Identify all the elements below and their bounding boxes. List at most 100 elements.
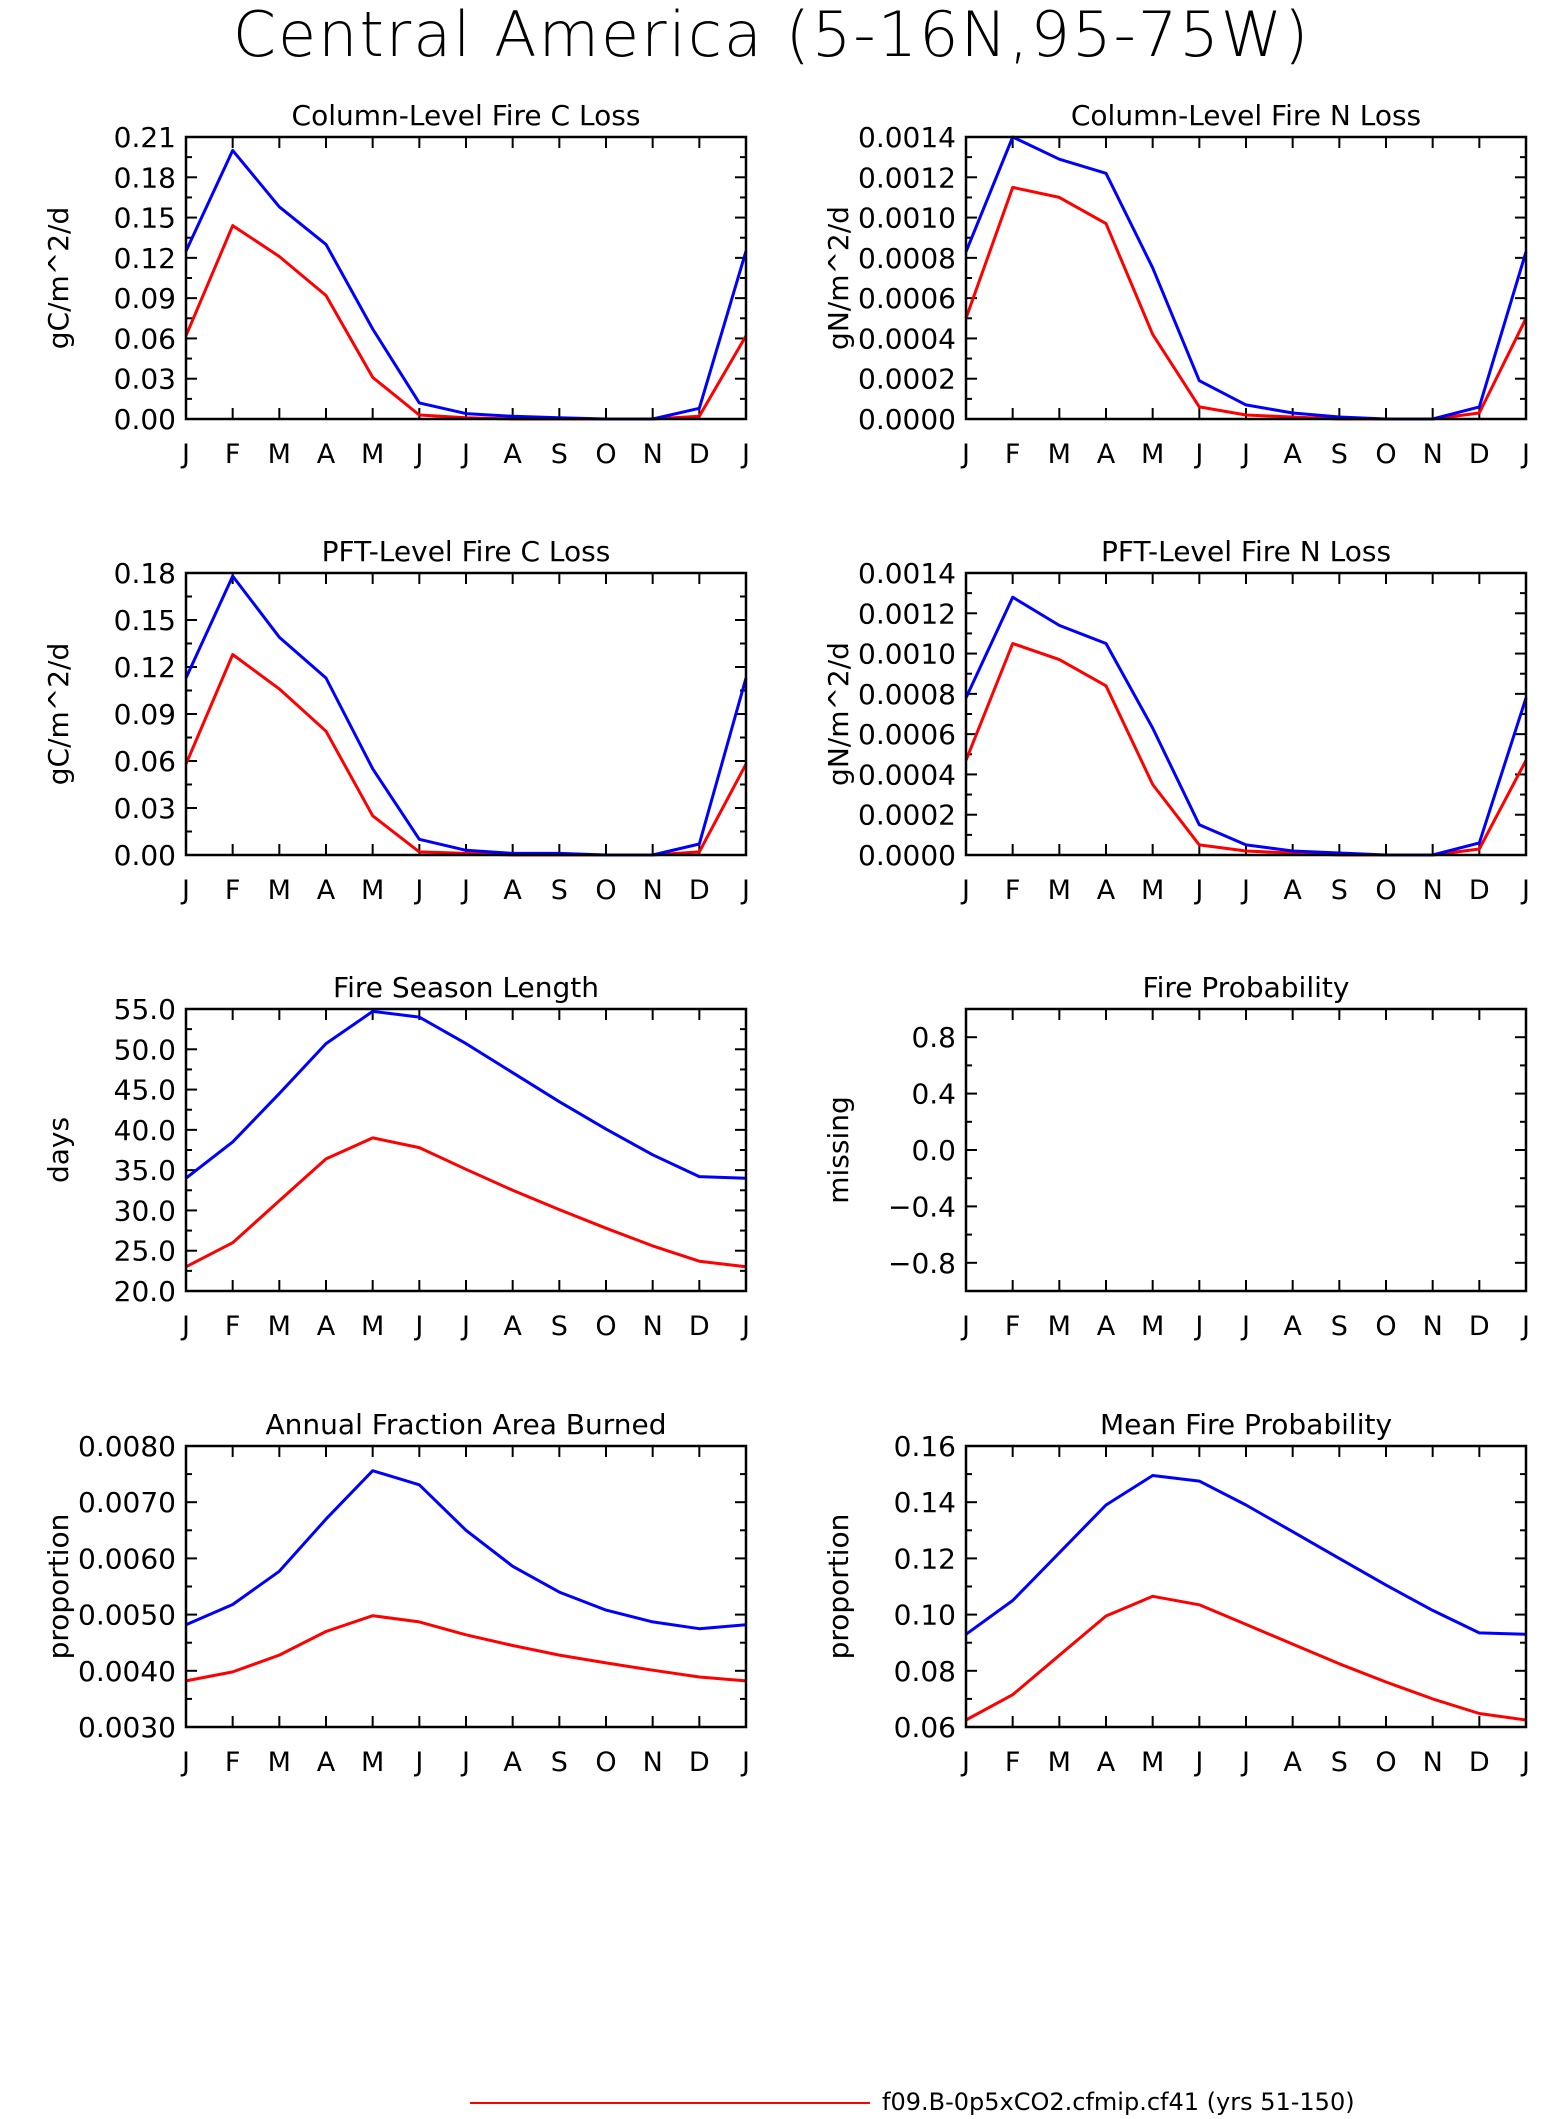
x-tick-label: J — [1193, 875, 1203, 906]
x-tick-label: J — [180, 1311, 190, 1342]
x-tick-label: D — [1469, 439, 1490, 470]
y-axis-label: missing — [822, 1096, 855, 1204]
x-tick-label: A — [503, 1311, 522, 1342]
x-tick-label: O — [595, 1311, 616, 1342]
x-tick-label: J — [1193, 1311, 1203, 1342]
x-tick-label: A — [1097, 1311, 1116, 1342]
y-tick-label: 20.0 — [114, 1275, 176, 1308]
y-tick-label: 0.0000 — [858, 839, 956, 872]
x-tick-label: S — [1331, 439, 1348, 470]
figure-title: Central America (5-16N,95-75W) — [232, 0, 1311, 71]
x-tick-label: D — [1469, 875, 1490, 906]
y-axis-label: gN/m^2/d — [822, 642, 855, 786]
y-tick-label: 0.12 — [114, 651, 176, 684]
series-line-2 — [965, 1474, 1527, 1636]
series-line-2 — [184, 574, 748, 857]
y-tick-label: 0.10 — [894, 1599, 956, 1632]
series-line-2 — [964, 135, 1528, 421]
x-tick-label: A — [317, 439, 336, 470]
plot-frame — [964, 1444, 1528, 1729]
x-tick-label: M — [1048, 439, 1071, 470]
x-tick-label: A — [1283, 439, 1302, 470]
series-line-1 — [184, 653, 748, 857]
y-tick-label: 0.0080 — [78, 1430, 176, 1463]
y-axis-label: proportion — [42, 1514, 75, 1660]
x-tick-label: J — [960, 1311, 970, 1342]
y-tick-label: 0.0006 — [858, 718, 956, 751]
x-tick-label: F — [1005, 875, 1021, 906]
series-line-2 — [964, 595, 1528, 857]
plot-frame — [184, 1007, 748, 1293]
series-line-2 — [184, 148, 748, 421]
x-tick-label: M — [1141, 875, 1164, 906]
x-tick-label: M — [1048, 1311, 1071, 1342]
y-tick-label: 0.0014 — [858, 121, 956, 154]
y-tick-label: −0.4 — [888, 1190, 956, 1223]
y-tick-label: 0.15 — [114, 202, 176, 235]
x-tick-label: J — [413, 875, 423, 906]
x-tick-label: J — [1520, 439, 1530, 470]
x-tick-label: D — [689, 1747, 710, 1778]
x-tick-label: J — [180, 439, 190, 470]
y-axis-label: proportion — [822, 1514, 855, 1660]
y-tick-label: 50.0 — [114, 1033, 176, 1066]
y-tick-label: 0.0030 — [78, 1711, 176, 1744]
y-tick-label: 0.16 — [894, 1430, 956, 1463]
y-tick-label: 0.03 — [114, 792, 176, 825]
x-tick-label: A — [1097, 439, 1116, 470]
x-tick-label: M — [361, 1311, 384, 1342]
x-tick-label: J — [1520, 875, 1530, 906]
series-line-1 — [184, 224, 748, 421]
x-tick-label: A — [503, 875, 522, 906]
x-tick-label: J — [1240, 1747, 1250, 1778]
y-tick-label: 55.0 — [114, 993, 176, 1026]
y-tick-label: 0.18 — [114, 161, 176, 194]
x-tick-label: D — [1469, 1747, 1490, 1778]
y-tick-label: 0.21 — [114, 121, 176, 154]
y-tick-label: 45.0 — [114, 1074, 176, 1107]
x-tick-label: O — [595, 1747, 616, 1778]
series-line-1 — [964, 185, 1528, 421]
series-line-1 — [965, 1594, 1527, 1722]
x-tick-label: J — [960, 875, 970, 906]
x-tick-label: F — [225, 439, 241, 470]
plot-frame — [184, 135, 748, 421]
x-tick-label: M — [268, 1311, 291, 1342]
y-tick-label: 30.0 — [114, 1194, 176, 1227]
x-tick-label: O — [595, 439, 616, 470]
x-tick-label: D — [689, 439, 710, 470]
x-tick-label: N — [1423, 875, 1443, 906]
x-tick-label: J — [740, 875, 750, 906]
y-tick-label: 0.06 — [114, 745, 176, 778]
x-tick-label: A — [317, 1747, 336, 1778]
y-tick-label: 0.0014 — [858, 557, 956, 590]
x-tick-label: O — [1375, 875, 1396, 906]
y-tick-label: 0.0002 — [858, 799, 956, 832]
x-tick-label: J — [1193, 1747, 1203, 1778]
y-tick-label: −0.8 — [888, 1247, 956, 1280]
x-tick-label: N — [1423, 1747, 1443, 1778]
x-tick-label: S — [551, 1311, 568, 1342]
plot-frame — [964, 571, 1528, 857]
x-tick-label: N — [643, 1311, 663, 1342]
x-tick-label: J — [1240, 1311, 1250, 1342]
y-tick-label: 0.0012 — [858, 597, 956, 630]
y-tick-label: 0.0002 — [858, 363, 956, 396]
x-tick-label: M — [1141, 1311, 1164, 1342]
series-line-1 — [185, 1614, 747, 1683]
x-tick-label: M — [1048, 1747, 1071, 1778]
x-tick-label: J — [460, 1747, 470, 1778]
subplot-title: Column-Level Fire C Loss — [292, 99, 641, 132]
x-tick-label: A — [1097, 1747, 1116, 1778]
y-tick-label: 0.0 — [911, 1134, 956, 1167]
x-tick-label: O — [1375, 1311, 1396, 1342]
subplot-title: PFT-Level Fire N Loss — [1101, 535, 1391, 568]
x-tick-label: D — [689, 875, 710, 906]
x-tick-label: J — [1193, 439, 1203, 470]
x-tick-label: O — [595, 875, 616, 906]
x-tick-label: M — [268, 875, 291, 906]
